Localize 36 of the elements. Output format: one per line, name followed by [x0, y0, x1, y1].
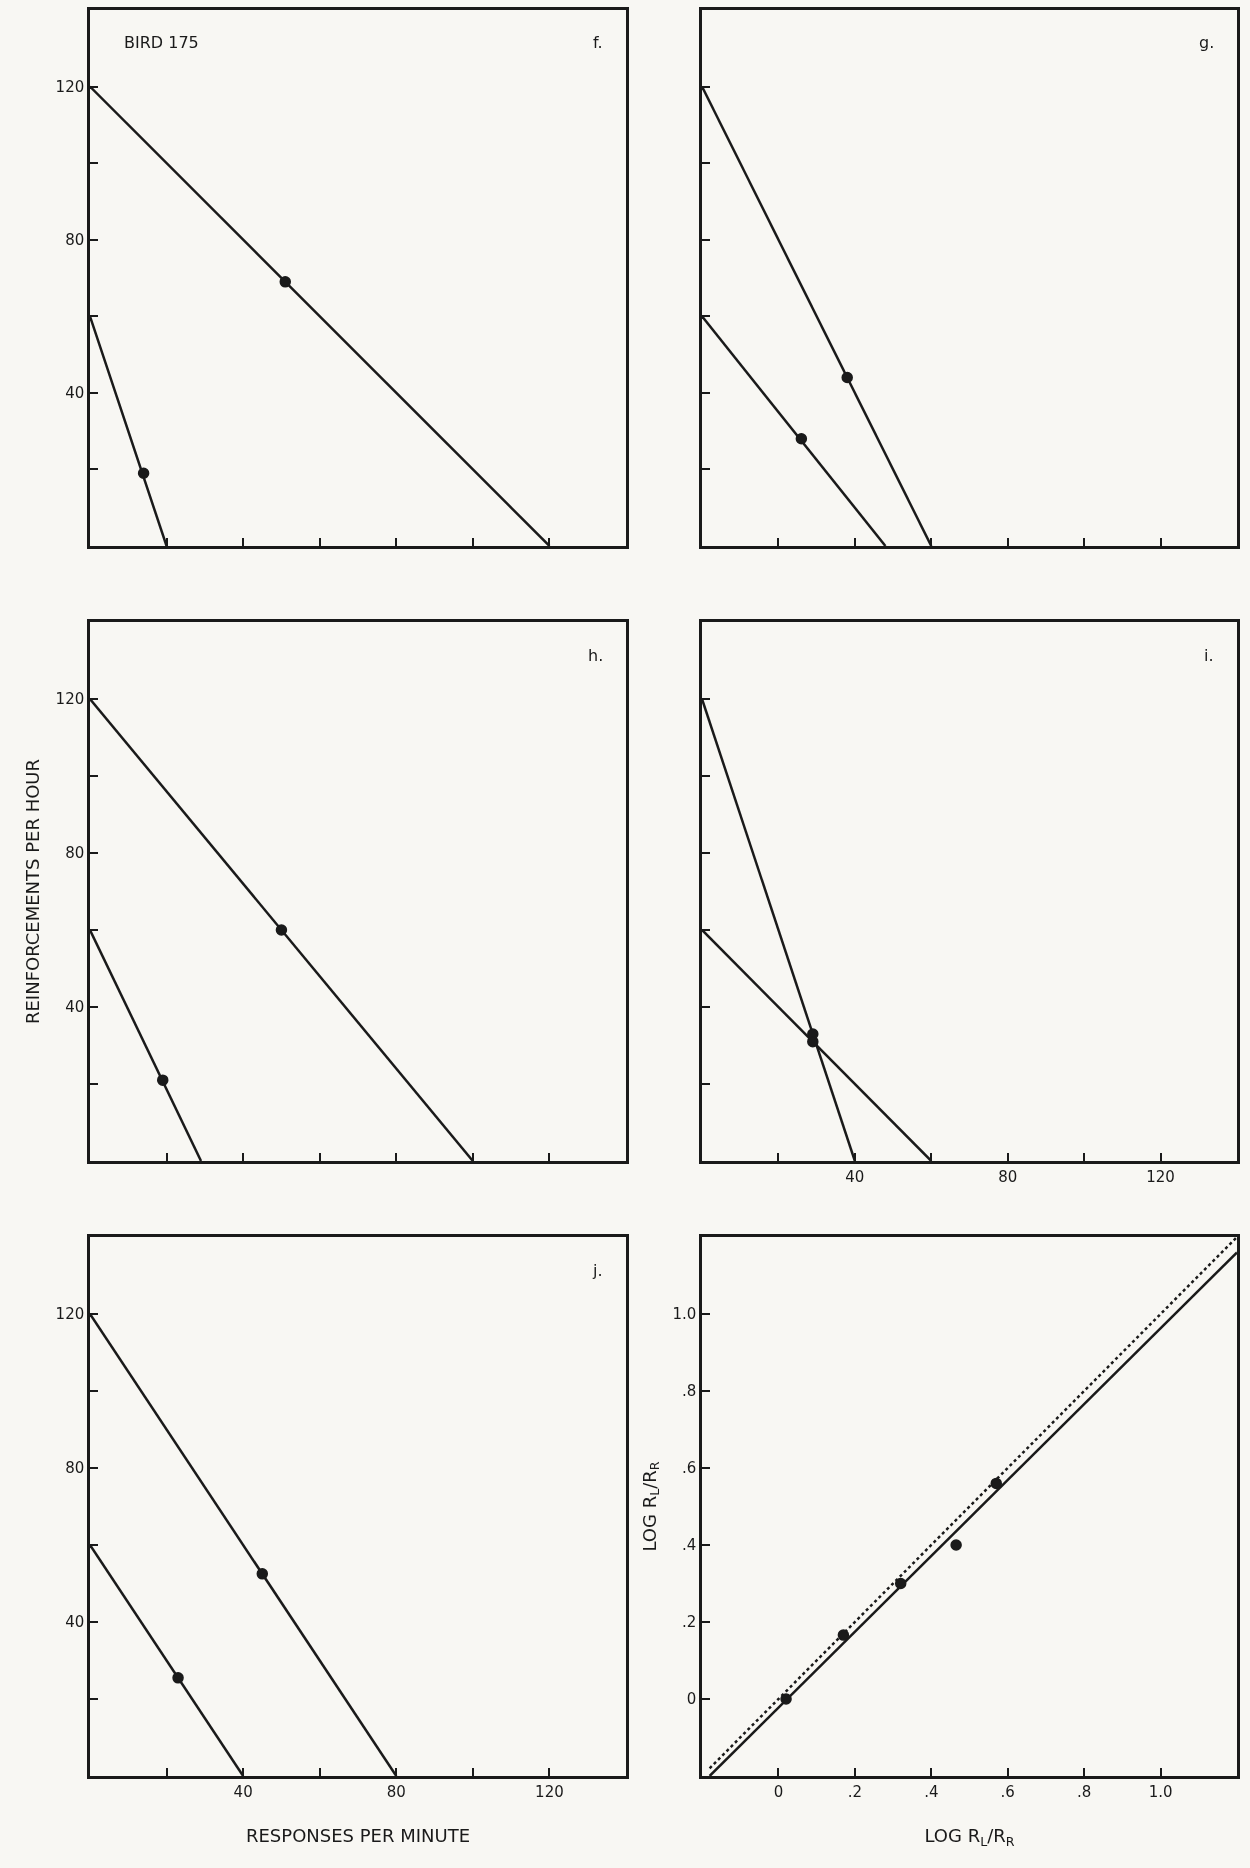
x-tick-label: .8	[1076, 1782, 1092, 1801]
y-tick-label: 40	[65, 384, 85, 403]
y-tick-label: 80	[65, 230, 85, 249]
y-tick-label: 120	[55, 77, 85, 96]
y-axis-title: REINFORCEMENTS PER HOUR	[21, 758, 43, 1025]
y-tick-label: .4	[681, 1536, 697, 1555]
y-tick-label: .6	[681, 1459, 697, 1478]
x-tick-label: 1.0	[1148, 1782, 1173, 1801]
y-tick-label: 40	[65, 1613, 85, 1632]
y-tick-label: 80	[65, 844, 85, 863]
annotation: h.	[588, 646, 604, 665]
annotation: j.	[592, 1261, 603, 1280]
y-tick-label: .2	[681, 1613, 697, 1632]
annotation: g.	[1199, 33, 1215, 52]
x-tick-label: .2	[847, 1782, 863, 1801]
x-axis-title: RESPONSES PER MINUTE	[245, 1824, 471, 1846]
x-tick-label: .6	[1000, 1782, 1015, 1801]
annotation: i.	[1204, 646, 1214, 665]
x-tick-label: 80	[998, 1167, 1018, 1186]
y-tick-label: 120	[55, 690, 85, 709]
x-axis-title: LOG R$_{L}$/R$_{R}$	[924, 1824, 1015, 1849]
annotation: f.	[593, 33, 603, 52]
x-tick-label: 0	[773, 1782, 784, 1801]
y-tick-label: 80	[65, 1459, 85, 1478]
y-tick-label: 40	[65, 998, 85, 1017]
x-tick-label: 40	[233, 1782, 253, 1801]
y-tick-label: .8	[681, 1382, 697, 1401]
y-tick-label: 120	[55, 1305, 85, 1324]
x-tick-label: .4	[924, 1782, 939, 1801]
x-tick-label: 120	[535, 1782, 564, 1801]
x-tick-label: 40	[845, 1167, 865, 1186]
y-tick-label: 1.0	[672, 1305, 697, 1324]
y-tick-label: 0	[686, 1690, 697, 1709]
annotation: BIRD 175	[124, 33, 199, 52]
x-tick-label: 80	[386, 1782, 406, 1801]
x-tick-label: 120	[1146, 1167, 1175, 1186]
